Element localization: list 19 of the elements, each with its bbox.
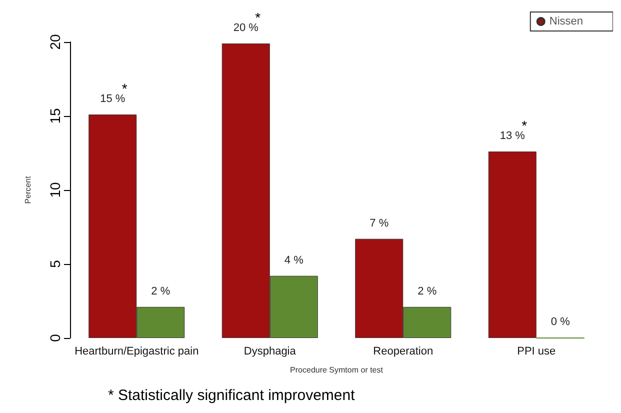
y-tick-label: 5 (47, 260, 63, 268)
bar (488, 152, 536, 338)
data-label: 2 % (151, 285, 170, 298)
y-tick-label: 10 (47, 182, 63, 198)
x-tick-label: PPI use (517, 346, 556, 358)
x-tick-label: Heartburn/Epigastric pain (74, 346, 199, 358)
legend-label: Nissen (549, 16, 583, 28)
data-label: 0 % (550, 316, 570, 328)
y-tick-label: 20 (47, 34, 63, 50)
y-tick-label: 15 (47, 108, 63, 124)
text: * Statistically significant improvement (108, 387, 356, 404)
y-tick-label: 0 (47, 334, 63, 342)
y-axis-title: Percent (24, 175, 32, 204)
data-label: 7 % (370, 217, 389, 230)
x-tick-label: Dysphagia (244, 346, 297, 358)
data-label: 4 % (284, 254, 304, 266)
x-tick-label: Reoperation (373, 346, 434, 358)
data-label: 2 % (418, 285, 437, 298)
x-axis-title: Procedure Symtom or test (290, 366, 384, 374)
